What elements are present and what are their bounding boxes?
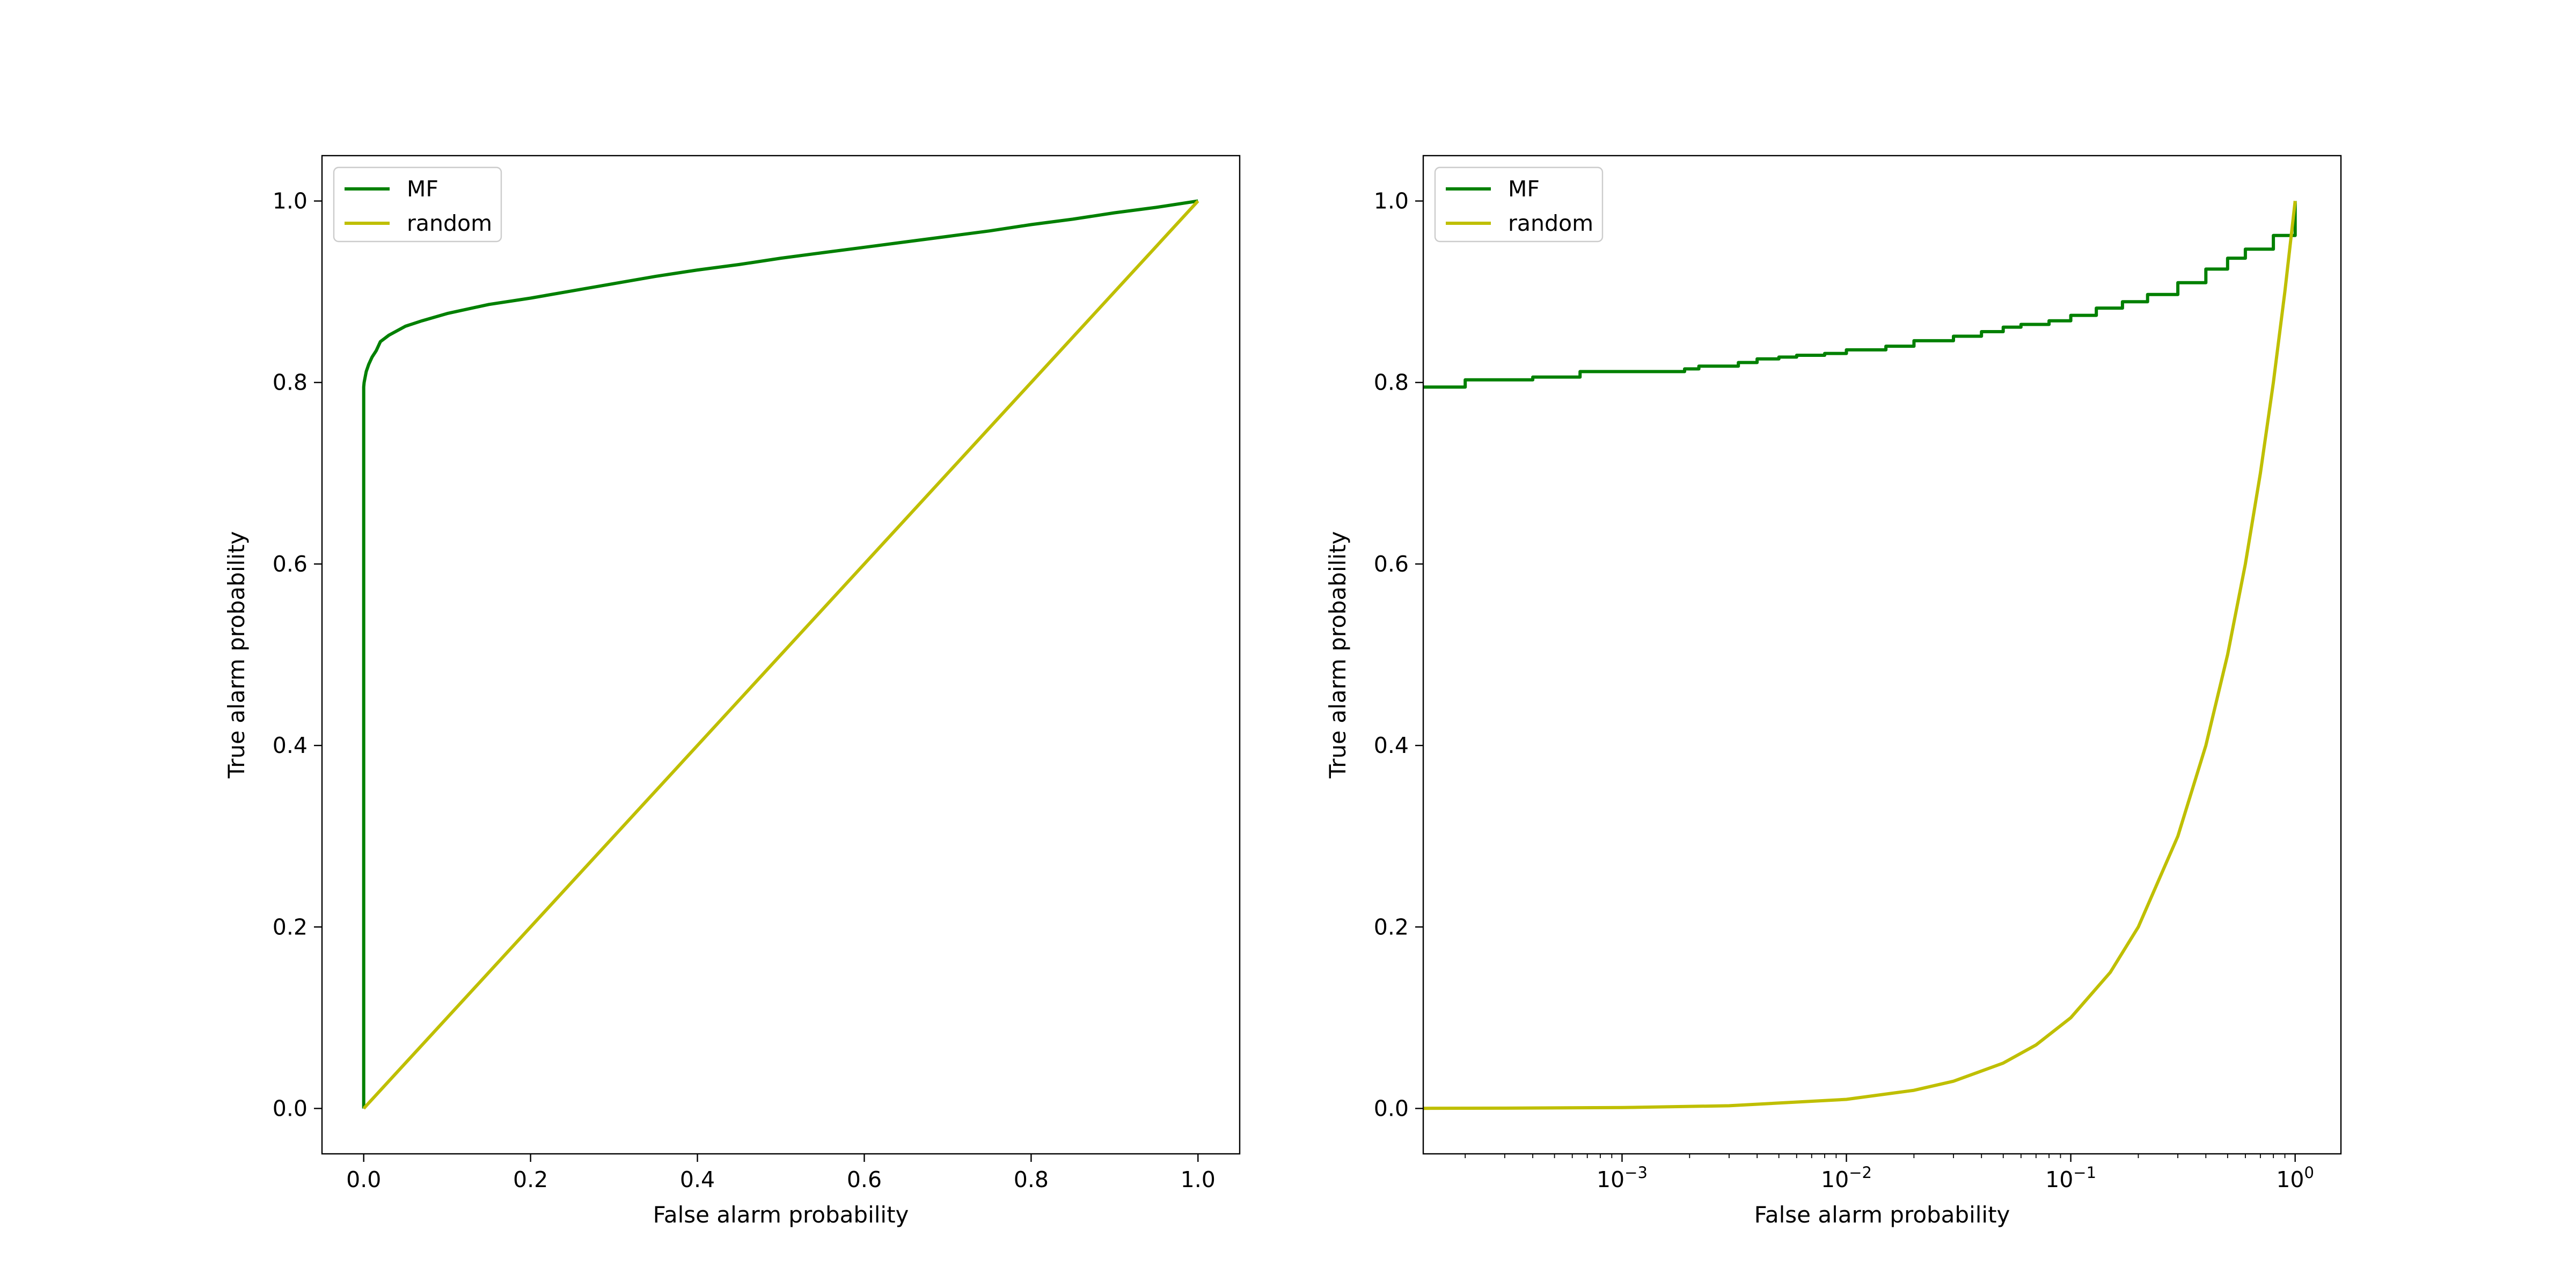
x-tick-label: 0.0 — [346, 1167, 381, 1192]
y-tick-label: 0.6 — [273, 551, 308, 577]
x-tick-label: 0.4 — [680, 1167, 715, 1192]
chart-panel-2: 10−3 10−2 10−1 100 0.0 0.2 0.4 0.6 0.8 1.0 False a… — [1324, 155, 2342, 1228]
legend-label-mf: MF — [1508, 176, 1540, 202]
series-line-random — [362, 200, 1199, 1110]
series-line-mf — [362, 199, 1198, 1109]
x-axis-label: False alarm probability — [1754, 1202, 2010, 1228]
y-tick-label: 0.0 — [1374, 1095, 1409, 1121]
x-tick-label: 1.0 — [1181, 1167, 1216, 1192]
x-tick-label: 100 — [2276, 1163, 2314, 1192]
y-tick-label: 1.0 — [1374, 188, 1409, 214]
x-axis-label: False alarm probability — [653, 1202, 909, 1228]
legend: MF random — [333, 166, 502, 243]
y-tick-label: 0.8 — [1374, 370, 1409, 396]
y-tick-label: 0.8 — [273, 370, 308, 396]
x-tick-label: 0.2 — [513, 1167, 548, 1192]
y-axis-label: True alarm probability — [1324, 531, 1351, 779]
x-tick-label: 0.8 — [1014, 1167, 1049, 1192]
series-line-mf — [1423, 201, 2297, 389]
legend-label-random: random — [1508, 210, 1593, 236]
legend: MF random — [1434, 166, 1604, 243]
y-tick-label: 0.4 — [273, 733, 308, 758]
y-axis-label: True alarm probability — [223, 531, 250, 779]
x-tick-label: 10−3 — [1597, 1163, 1648, 1192]
chart-panel-1: 0.0 0.2 0.4 0.6 0.8 1.0 0.0 0.2 0.4 0.6 0.8 1.0 Fals… — [223, 155, 1241, 1228]
y-tick-label: 0.0 — [273, 1095, 308, 1121]
y-tick-label: 0.4 — [1374, 733, 1409, 758]
axes-frame — [321, 155, 1241, 1155]
y-tick-label: 0.6 — [1374, 551, 1409, 577]
legend-label-mf: MF — [407, 176, 438, 202]
series-line-random — [1423, 201, 2297, 1110]
x-tick-label: 10−1 — [2045, 1163, 2096, 1192]
y-tick-label: 1.0 — [273, 188, 308, 214]
y-tick-label: 0.2 — [1374, 914, 1409, 940]
x-tick-label: 0.6 — [847, 1167, 882, 1192]
legend-label-random: random — [407, 210, 492, 236]
axes-frame — [1422, 155, 2342, 1155]
y-tick-label: 0.2 — [273, 914, 308, 940]
x-tick-label: 10−2 — [1821, 1163, 1872, 1192]
